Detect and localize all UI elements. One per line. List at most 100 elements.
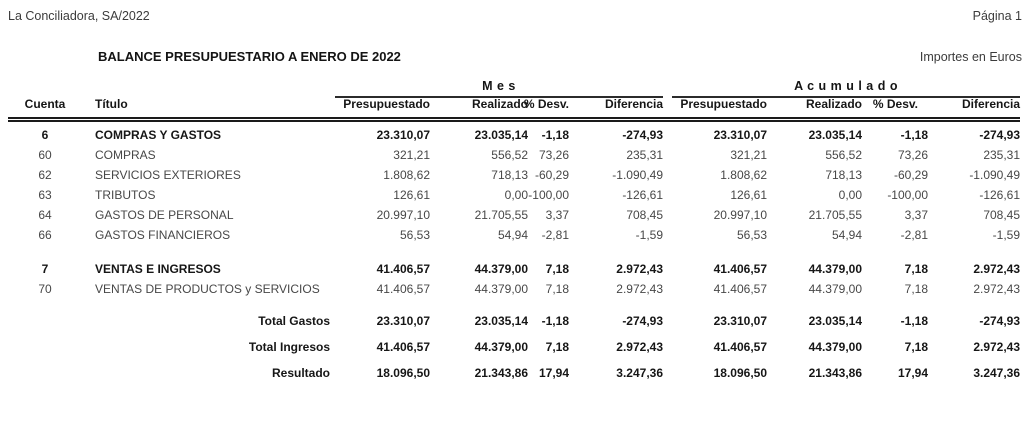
mes-presupuestado-cell: 1.808,62 — [383, 168, 430, 182]
mes-diferencia-cell: 235,31 — [626, 148, 664, 162]
mes-diferencia-cell: 2.972,43 — [616, 262, 664, 276]
titulo-cell: VENTAS E INGRESOS — [95, 262, 221, 276]
cuenta-cell: 60 — [38, 148, 52, 162]
acum-desv-cell: 7,18 — [904, 282, 929, 296]
gap-cell — [663, 308, 672, 334]
acum-realizado-cell: 44.379,00 — [808, 262, 863, 276]
cuenta-cell: 6 — [41, 128, 49, 142]
mes-desv-cell: -1,18 — [541, 314, 569, 328]
mes-realizado-cell: 718,13 — [491, 168, 528, 182]
total-label: Resultado — [271, 366, 330, 380]
acum-presupuestado-cell: 41.406,57 — [713, 340, 768, 354]
acum-presupuestado-cell: 56,53 — [736, 228, 768, 242]
acum-diferencia-cell: -274,93 — [979, 314, 1021, 328]
cuenta-cell: 7 — [41, 262, 49, 276]
acum-realizado-cell: 23.035,14 — [808, 314, 863, 328]
table-row: 6 COMPRAS Y GASTOS 23.310,07 23.035,14 -… — [8, 125, 1020, 145]
acum-presupuestado-cell: 41.406,57 — [713, 282, 768, 296]
acum-realizado-cell: 44.379,00 — [808, 282, 863, 296]
acum-realizado-cell: 718,13 — [825, 168, 863, 182]
gap-cell — [663, 125, 672, 145]
acum-desv-cell: 7,18 — [904, 262, 929, 276]
gap-cell — [663, 165, 672, 185]
mes-realizado-cell: 54,94 — [497, 228, 528, 242]
titulo-cell: COMPRAS Y GASTOS — [95, 128, 222, 142]
table-row: 62 SERVICIOS EXTERIORES 1.808,62 718,13 … — [8, 165, 1020, 185]
acum-realizado-cell: 21.343,86 — [808, 366, 863, 380]
mes-diferencia-cell: -1,59 — [635, 228, 664, 242]
mes-desv-cell: 7,18 — [545, 282, 569, 296]
mes-presupuestado-cell: 126,61 — [393, 188, 430, 202]
titulo-cell: GASTOS DE PERSONAL — [95, 208, 234, 222]
mes-diferencia-cell: 2.972,43 — [616, 282, 664, 296]
budget-balance-table: M e s A c u m u l a d o Cuenta Título Pr… — [8, 77, 1021, 386]
col-header-mes-presupuestado: Presupuestado — [335, 97, 430, 122]
mes-realizado-cell: 23.035,14 — [474, 314, 528, 328]
gap-cell — [663, 205, 672, 225]
acum-realizado-cell: 44.379,00 — [808, 340, 863, 354]
acum-desv-cell: -1,18 — [900, 128, 929, 142]
col-header-cuenta: Cuenta — [8, 97, 82, 122]
acum-presupuestado-cell: 321,21 — [730, 148, 768, 162]
acum-desv-cell: -1,18 — [900, 314, 929, 328]
cuenta-cell: 64 — [38, 208, 52, 222]
table-row: 66 GASTOS FINANCIEROS 56,53 54,94 -2,81 … — [8, 225, 1020, 245]
gap-cell — [663, 185, 672, 205]
mes-desv-cell: -100,00 — [528, 188, 569, 202]
report-title: BALANCE PRESUPUESTARIO A ENERO DE 2022 — [98, 49, 401, 64]
acum-desv-cell: 7,18 — [904, 340, 929, 354]
acum-diferencia-cell: 235,31 — [983, 148, 1021, 162]
titulo-cell: TRIBUTOS — [95, 188, 156, 202]
acum-diferencia-cell: -126,61 — [979, 188, 1021, 202]
acum-desv-cell: 73,26 — [897, 148, 929, 162]
total-row: Total Ingresos 41.406,57 44.379,00 7,18 … — [8, 334, 1020, 360]
acum-diferencia-cell: 2.972,43 — [973, 262, 1021, 276]
col-header-acum-diferencia: Diferencia — [928, 97, 1021, 122]
mes-presupuestado-cell: 41.406,57 — [376, 282, 430, 296]
acum-presupuestado-cell: 23.310,07 — [713, 314, 768, 328]
group-gap — [663, 77, 672, 97]
total-row: Total Gastos 23.310,07 23.035,14 -1,18 -… — [8, 308, 1020, 334]
total-label: Total Ingresos — [248, 340, 330, 354]
spacer-row — [8, 245, 1020, 259]
empty-cell — [8, 334, 82, 360]
acum-presupuestado-cell: 41.406,57 — [713, 262, 768, 276]
acum-diferencia-cell: 2.972,43 — [973, 282, 1021, 296]
mes-realizado-cell: 44.379,00 — [474, 282, 528, 296]
mes-diferencia-cell: -274,93 — [622, 128, 664, 142]
acum-diferencia-cell: -1,59 — [992, 228, 1021, 242]
col-header-acum-desv: % Desv. — [862, 97, 929, 122]
empty-cell — [8, 308, 82, 334]
mes-desv-cell: -1,18 — [541, 128, 569, 142]
total-label: Total Gastos — [258, 314, 330, 328]
group-header-row: M e s A c u m u l a d o — [8, 77, 1021, 98]
page-header: La Conciliadora, SA/2022 Página 1 — [0, 0, 1031, 23]
mes-presupuestado-cell: 23.310,07 — [376, 314, 430, 328]
company-name: La Conciliadora, SA/2022 — [8, 9, 150, 23]
acum-realizado-cell: 21.705,55 — [808, 208, 863, 222]
spacer — [8, 245, 1020, 259]
table-row: 7 VENTAS E INGRESOS 41.406,57 44.379,00 … — [8, 259, 1020, 279]
mes-presupuestado-cell: 18.096,50 — [376, 366, 430, 380]
acum-realizado-cell: 54,94 — [831, 228, 863, 242]
mes-diferencia-cell: 2.972,43 — [616, 340, 664, 354]
mes-desv-cell: 7,18 — [545, 340, 569, 354]
acum-presupuestado-cell: 1.808,62 — [720, 168, 768, 182]
cuenta-cell: 62 — [38, 168, 52, 182]
group-header-acumulado: A c u m u l a d o — [672, 77, 1021, 98]
mes-diferencia-cell: 708,45 — [626, 208, 664, 222]
mes-realizado-cell: 21.343,86 — [474, 366, 528, 380]
mes-presupuestado-cell: 56,53 — [399, 228, 430, 242]
currency-note: Importes en Euros — [919, 50, 1022, 64]
acum-desv-cell: 3,37 — [904, 208, 929, 222]
gap-cell — [663, 225, 672, 245]
column-header-row: Cuenta Título Presupuestado Realizado % … — [8, 97, 1021, 122]
acum-presupuestado-cell: 20.997,10 — [713, 208, 768, 222]
mes-desv-cell: 73,26 — [538, 148, 569, 162]
gap-cell — [663, 334, 672, 360]
group-header-mes: M e s — [335, 77, 664, 98]
mes-diferencia-cell: -274,93 — [622, 314, 664, 328]
mes-realizado-cell: 44.379,00 — [474, 340, 528, 354]
mes-presupuestado-cell: 41.406,57 — [376, 262, 430, 276]
mes-desv-cell: 7,18 — [545, 262, 569, 276]
